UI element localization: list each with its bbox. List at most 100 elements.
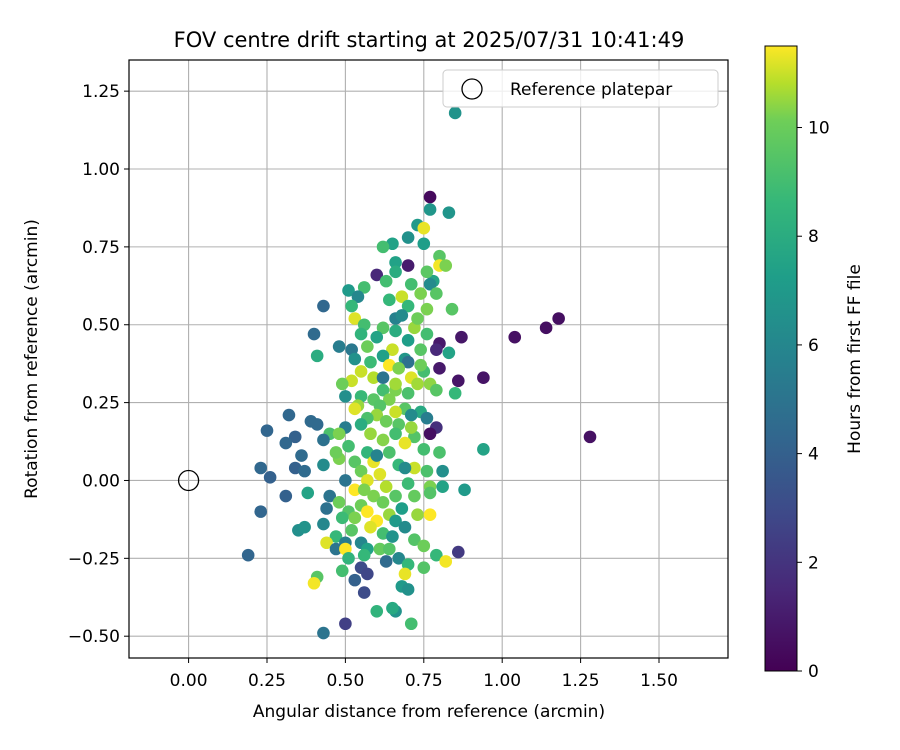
colorbar-tick-label: 0 bbox=[808, 662, 819, 682]
data-point bbox=[339, 617, 352, 631]
data-point bbox=[364, 520, 377, 534]
colorbar-tick-label: 6 bbox=[808, 336, 819, 356]
data-point bbox=[411, 312, 424, 325]
data-point bbox=[370, 330, 384, 344]
data-point bbox=[401, 334, 415, 347]
data-point bbox=[417, 221, 431, 235]
data-point bbox=[357, 281, 371, 294]
data-point bbox=[423, 486, 437, 500]
data-point bbox=[408, 533, 421, 546]
data-point bbox=[241, 548, 255, 562]
data-point bbox=[417, 443, 431, 456]
data-point bbox=[354, 365, 368, 378]
y-tick-label: 0.00 bbox=[82, 471, 120, 491]
data-point bbox=[342, 439, 355, 453]
data-point bbox=[332, 495, 346, 509]
grid-lines bbox=[129, 60, 728, 658]
data-point bbox=[401, 477, 415, 490]
colorbar bbox=[764, 45, 798, 672]
data-point bbox=[420, 327, 434, 341]
data-point bbox=[339, 390, 352, 403]
data-point bbox=[361, 567, 374, 581]
legend-box bbox=[442, 69, 719, 108]
data-point bbox=[329, 530, 343, 543]
data-point bbox=[455, 330, 468, 344]
data-point bbox=[379, 414, 393, 428]
data-point bbox=[364, 427, 377, 441]
data-point bbox=[398, 520, 412, 534]
data-point bbox=[508, 330, 522, 344]
data-point bbox=[376, 349, 390, 363]
data-point bbox=[357, 483, 371, 497]
data-point bbox=[288, 430, 302, 444]
data-point bbox=[376, 321, 390, 335]
data-point bbox=[348, 312, 362, 325]
y-tick-label: −0.50 bbox=[68, 627, 120, 647]
data-point bbox=[430, 287, 443, 300]
data-point bbox=[401, 231, 415, 244]
data-point bbox=[301, 486, 315, 500]
y-tick-label: 0.50 bbox=[82, 316, 120, 336]
data-point bbox=[282, 408, 296, 422]
data-point bbox=[445, 302, 459, 316]
data-point bbox=[477, 443, 490, 456]
data-point bbox=[423, 427, 437, 441]
data-point bbox=[310, 349, 324, 363]
data-point bbox=[430, 548, 443, 562]
data-point bbox=[414, 343, 427, 356]
data-point bbox=[392, 552, 406, 565]
data-point bbox=[373, 542, 387, 556]
data-point bbox=[386, 530, 399, 543]
data-point bbox=[307, 327, 321, 341]
data-point bbox=[348, 455, 362, 469]
data-point bbox=[376, 371, 390, 384]
x-tick-label: 0.25 bbox=[248, 671, 286, 691]
data-point bbox=[448, 386, 462, 400]
data-point bbox=[317, 458, 330, 472]
x-tick-label: 1.50 bbox=[640, 671, 678, 691]
y-tick-label: 0.25 bbox=[82, 394, 120, 414]
colorbar-tick-label: 8 bbox=[808, 227, 819, 247]
data-point bbox=[423, 277, 437, 291]
data-point bbox=[317, 517, 330, 531]
data-point bbox=[329, 446, 343, 459]
data-point bbox=[361, 340, 374, 353]
data-point bbox=[379, 480, 393, 493]
data-point bbox=[382, 542, 396, 556]
data-point bbox=[335, 511, 349, 525]
data-point bbox=[254, 461, 268, 475]
data-point bbox=[342, 284, 355, 297]
data-point bbox=[263, 471, 277, 484]
data-point bbox=[386, 343, 399, 356]
y-axis-ticks: −0.50 −0.25 0.00 0.25 0.50 0.75 1.00 1.25 bbox=[68, 82, 129, 647]
data-point bbox=[376, 495, 390, 509]
data-point bbox=[389, 377, 402, 391]
data-point bbox=[404, 277, 418, 291]
y-tick-label: 1.25 bbox=[82, 82, 120, 102]
data-point bbox=[386, 601, 399, 615]
plot-frame bbox=[128, 59, 729, 659]
data-point bbox=[433, 446, 446, 459]
data-point bbox=[404, 617, 418, 631]
data-point bbox=[442, 206, 456, 219]
data-point bbox=[420, 464, 434, 478]
x-tick-label: 1.25 bbox=[562, 671, 600, 691]
data-point bbox=[370, 268, 384, 282]
data-point bbox=[379, 555, 393, 568]
data-point bbox=[379, 274, 393, 288]
data-point bbox=[420, 411, 434, 425]
chart-title: FOV centre drift starting at 2025/07/31 … bbox=[174, 28, 685, 52]
data-point bbox=[583, 430, 597, 444]
data-point bbox=[279, 489, 293, 503]
data-point bbox=[451, 545, 465, 559]
data-point bbox=[439, 555, 453, 568]
data-point bbox=[389, 489, 402, 503]
data-point bbox=[439, 259, 453, 272]
data-point bbox=[361, 505, 374, 518]
data-point bbox=[376, 240, 390, 254]
x-tick-label: 0.00 bbox=[170, 671, 208, 691]
data-point bbox=[335, 377, 349, 391]
data-point bbox=[389, 256, 402, 269]
legend: Reference platepar bbox=[442, 69, 719, 108]
y-tick-label: −0.25 bbox=[68, 549, 120, 569]
